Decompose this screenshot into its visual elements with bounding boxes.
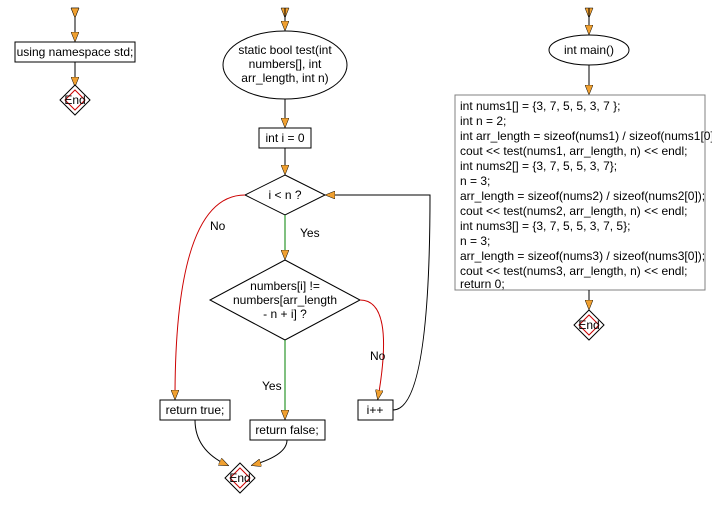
svg-text:arr_length, int n): arr_length, int n) [241, 71, 328, 85]
svg-text:End: End [64, 93, 85, 107]
end-symbol-3: End [574, 310, 604, 340]
svg-text:Yes: Yes [300, 226, 320, 240]
svg-text:- n + i] ?: - n + i] ? [263, 307, 307, 321]
svg-text:i++: i++ [367, 403, 384, 417]
code-line-8: int nums3[] = {3, 7, 5, 5, 3, 7, 5}; [460, 219, 630, 233]
code-line-11: cout << test(nums3, arr_length, n) << en… [460, 264, 687, 278]
svg-text:int main(): int main() [564, 43, 614, 57]
code-line-5: n = 3; [460, 174, 490, 188]
svg-text:End: End [578, 318, 599, 332]
svg-text:End: End [229, 471, 250, 485]
svg-text:No: No [210, 219, 226, 233]
code-line-3: cout << test(nums1, arr_length, n) << en… [460, 144, 687, 158]
svg-text:static bool test(int: static bool test(int [238, 43, 332, 57]
using-namespace-text: using namespace std; [17, 45, 134, 59]
col3: int main() int nums1[] = {3, 7, 5, 5, 3,… [455, 8, 712, 340]
end-symbol-2: End [225, 463, 255, 493]
code-line-7: cout << test(nums2, arr_length, n) << en… [460, 204, 687, 218]
code-line-12: return 0; [460, 277, 505, 291]
svg-text:return false;: return false; [255, 423, 318, 437]
code-line-9: n = 3; [460, 234, 490, 248]
svg-text:i < n ?: i < n ? [268, 188, 301, 202]
svg-text:No: No [370, 349, 386, 363]
svg-text:Yes: Yes [262, 379, 282, 393]
svg-text:return true;: return true; [166, 403, 225, 417]
svg-text:int i = 0: int i = 0 [265, 131, 304, 145]
code-line-2: int arr_length = sizeof(nums1) / sizeof(… [460, 129, 712, 143]
code-line-0: int nums1[] = {3, 7, 5, 5, 3, 7 }; [460, 99, 620, 113]
col1: using namespace std; End [15, 8, 135, 115]
flowchart-canvas: using namespace std; End static bool tes… [0, 0, 712, 510]
svg-text:numbers[i] !=: numbers[i] != [250, 279, 320, 293]
svg-text:numbers[], int: numbers[], int [249, 57, 322, 71]
code-line-10: arr_length = sizeof(nums3) / sizeof(nums… [460, 249, 705, 263]
code-line-4: int nums2[] = {3, 7, 5, 5, 3, 7}; [460, 159, 617, 173]
end-symbol-1: End [60, 85, 90, 115]
svg-text:numbers[arr_length: numbers[arr_length [233, 293, 337, 307]
code-line-1: int n = 2; [460, 114, 506, 128]
col2: static bool test(int numbers[], int arr_… [160, 8, 430, 493]
code-line-6: arr_length = sizeof(nums2) / sizeof(nums… [460, 189, 705, 203]
